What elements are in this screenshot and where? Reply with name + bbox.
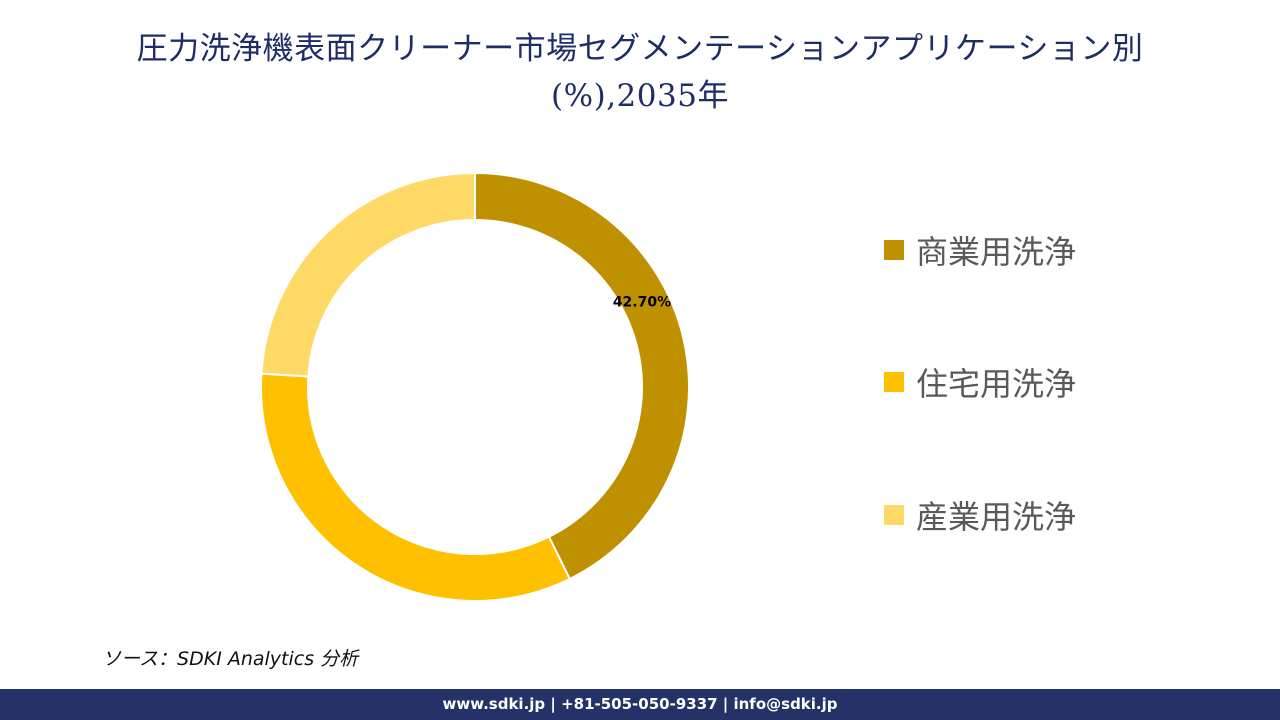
- donut-segment-commercial: [474, 171, 690, 581]
- legend-swatch: [884, 372, 904, 392]
- legend-item-commercial: 商業用洗浄: [884, 228, 1214, 272]
- chart-title-line-1: 圧力洗浄機表面クリーナー市場セグメンテーションアプリケーション別: [136, 31, 1144, 67]
- legend-item-industrial: 産業用洗浄: [884, 493, 1214, 537]
- legend-label: 商業用洗浄: [916, 233, 1077, 271]
- donut-segment-industrial: [260, 171, 476, 378]
- donut-segment-residential: [260, 372, 572, 602]
- legend-label: 住宅用洗浄: [916, 365, 1077, 403]
- legend-label: 産業用洗浄: [916, 498, 1077, 536]
- legend-item-residential: 住宅用洗浄: [884, 360, 1214, 404]
- data-label: 42.70%: [613, 294, 671, 310]
- legend-swatch: [884, 240, 904, 260]
- chart-title-line-2: (%),2035年: [551, 78, 729, 114]
- source-note: ソース：SDKI Analytics 分析: [102, 648, 359, 670]
- chart-title: 圧力洗浄機表面クリーナー市場セグメンテーションアプリケーション別 (%),203…: [0, 26, 1280, 120]
- contact-footer: www.sdki.jp | +81-505-050-9337 | info@sd…: [0, 689, 1280, 720]
- legend-swatch: [884, 505, 904, 525]
